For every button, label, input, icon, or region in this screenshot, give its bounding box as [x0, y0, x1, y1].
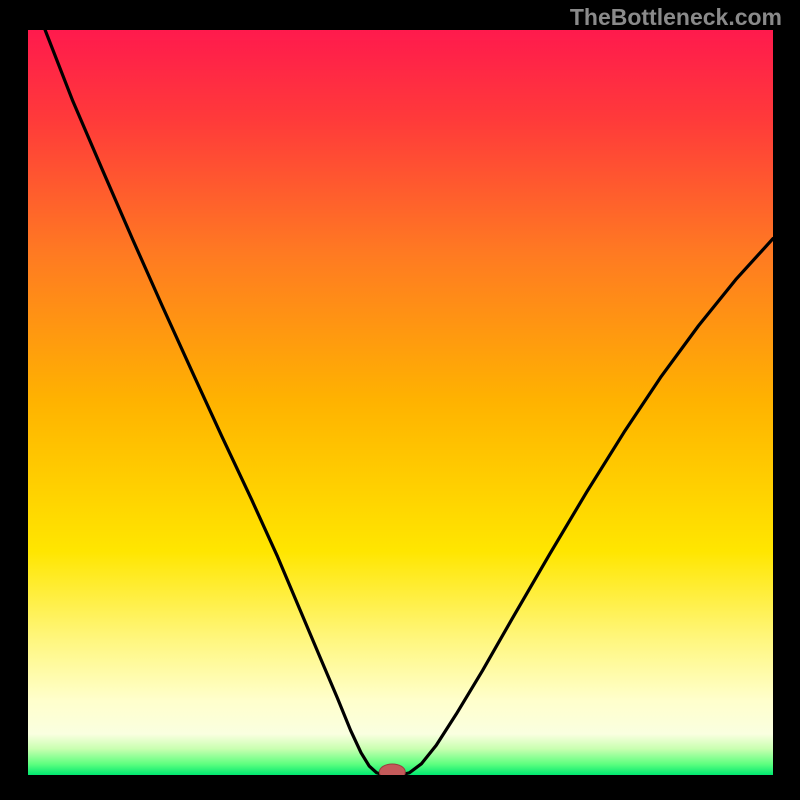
- bottleneck-svg: [28, 30, 773, 775]
- watermark-text: TheBottleneck.com: [570, 4, 782, 31]
- gradient-rect: [28, 30, 773, 775]
- plot-area: [28, 30, 773, 775]
- chart-frame: TheBottleneck.com: [0, 0, 800, 800]
